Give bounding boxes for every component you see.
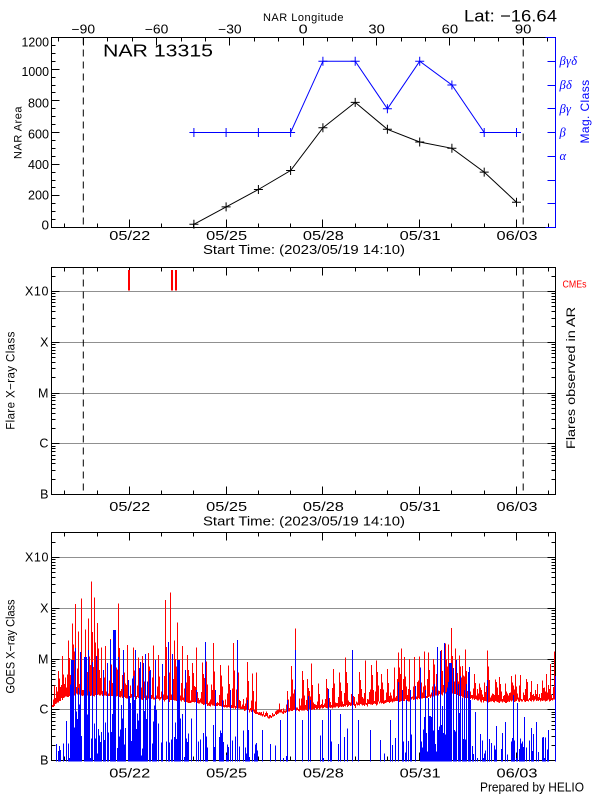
svg-text:06/03: 06/03 <box>497 766 538 781</box>
svg-text:X: X <box>40 336 49 350</box>
svg-text:NAR Longitude: NAR Longitude <box>263 12 344 24</box>
svg-text:−60: −60 <box>145 23 169 37</box>
svg-text:0: 0 <box>299 23 308 37</box>
svg-text:05/28: 05/28 <box>303 499 344 514</box>
svg-text:05/25: 05/25 <box>206 766 247 781</box>
svg-text:400: 400 <box>28 158 49 172</box>
svg-text:0: 0 <box>42 218 50 232</box>
svg-text:90: 90 <box>515 23 532 37</box>
svg-text:βγδ: βγδ <box>559 54 578 68</box>
svg-text:05/31: 05/31 <box>400 766 441 781</box>
svg-text:05/28: 05/28 <box>303 766 344 781</box>
svg-text:Lat: −16.64: Lat: −16.64 <box>464 8 557 26</box>
svg-text:600: 600 <box>28 127 49 141</box>
svg-text:M: M <box>38 387 49 401</box>
svg-text:M: M <box>38 653 49 667</box>
svg-text:800: 800 <box>28 97 49 111</box>
svg-text:B: B <box>40 488 49 502</box>
svg-text:X: X <box>40 602 49 616</box>
svg-text:60: 60 <box>442 23 459 37</box>
svg-text:06/03: 06/03 <box>497 228 538 243</box>
svg-text:05/31: 05/31 <box>400 228 441 243</box>
svg-text:Prepared by HELIO: Prepared by HELIO <box>480 781 584 795</box>
svg-text:CMEs: CMEs <box>563 279 587 291</box>
svg-text:Mag. Class: Mag. Class <box>578 79 592 143</box>
svg-text:β: β <box>559 126 567 140</box>
svg-text:1000: 1000 <box>22 65 50 79</box>
svg-text:Flare X−ray Class: Flare X−ray Class <box>6 331 18 430</box>
svg-text:05/25: 05/25 <box>206 499 247 514</box>
svg-text:βγ: βγ <box>559 102 573 116</box>
svg-text:05/31: 05/31 <box>400 499 441 514</box>
svg-text:−30: −30 <box>218 23 242 37</box>
svg-text:1200: 1200 <box>22 36 50 50</box>
svg-text:Start Time: (2023/05/19 14:10): Start Time: (2023/05/19 14:10) <box>203 242 405 257</box>
svg-text:GOES X−ray Class: GOES X−ray Class <box>6 599 18 693</box>
svg-text:NAR 13315: NAR 13315 <box>103 41 213 61</box>
svg-text:NAR Area: NAR Area <box>13 106 25 159</box>
svg-text:Start Time: (2023/05/19 14:10): Start Time: (2023/05/19 14:10) <box>203 514 405 529</box>
svg-text:05/22: 05/22 <box>109 499 150 514</box>
svg-text:05/22: 05/22 <box>109 766 150 781</box>
svg-text:C: C <box>39 703 49 717</box>
svg-text:200: 200 <box>28 189 49 203</box>
svg-text:α: α <box>560 149 567 163</box>
svg-text:C: C <box>39 437 49 451</box>
svg-text:06/03: 06/03 <box>497 499 538 514</box>
svg-text:βδ: βδ <box>559 78 573 92</box>
svg-text:B: B <box>40 754 49 768</box>
svg-text:−90: −90 <box>72 23 96 37</box>
svg-text:X10: X10 <box>25 551 49 565</box>
svg-text:30: 30 <box>368 23 385 37</box>
svg-text:Flares observed in AR: Flares observed in AR <box>566 307 578 449</box>
svg-text:05/28: 05/28 <box>303 228 344 243</box>
svg-text:X10: X10 <box>25 285 49 299</box>
svg-text:05/25: 05/25 <box>206 228 247 243</box>
svg-text:05/22: 05/22 <box>109 228 150 243</box>
